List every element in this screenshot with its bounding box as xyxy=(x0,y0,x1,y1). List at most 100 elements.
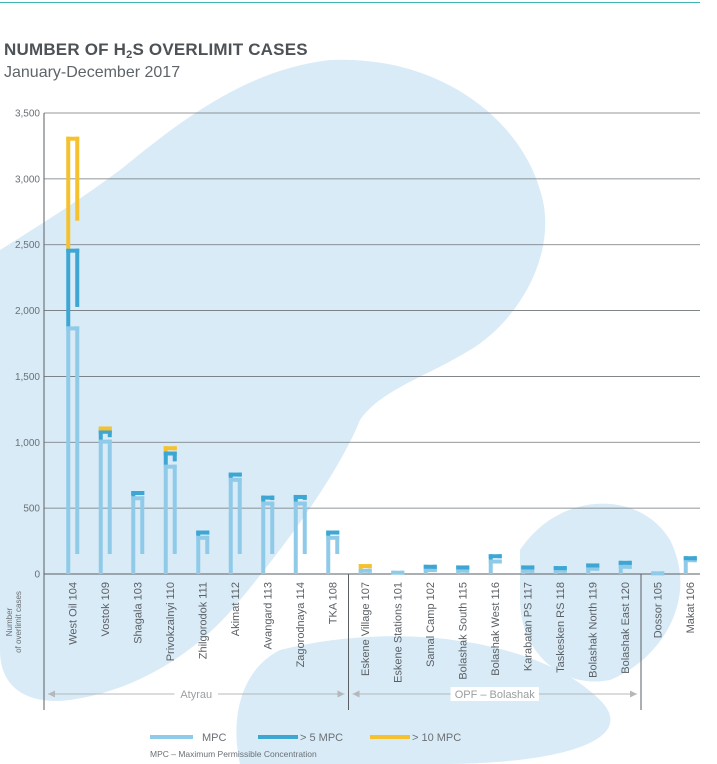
bar-cap xyxy=(586,563,600,568)
gridlines xyxy=(44,112,700,575)
group-bracket: OPF – Bolashak xyxy=(352,687,637,701)
bar-right xyxy=(205,535,210,554)
bar-cap xyxy=(163,451,177,456)
bar-right xyxy=(595,563,600,568)
bar-right xyxy=(692,556,697,561)
bar-cap xyxy=(131,496,145,501)
category-label: Bolashak South 115 xyxy=(457,582,469,680)
bar-right xyxy=(335,535,340,554)
bar-right xyxy=(237,477,242,554)
bar-right xyxy=(75,326,80,554)
bar-left xyxy=(131,496,136,574)
category-label: Karabatan PS 117 xyxy=(522,582,534,671)
bar-left xyxy=(488,559,493,574)
group-label: Atyrau xyxy=(180,689,212,701)
bar-segment xyxy=(618,564,632,574)
bar-left xyxy=(293,501,298,574)
y-tick-labels: 0 500 1,000 1,500 2,000 2,500 3,000 3,500 xyxy=(15,109,40,581)
bar-cap xyxy=(553,566,567,571)
title-main: NUMBER OF H xyxy=(4,40,127,59)
axis-frame xyxy=(43,113,642,710)
bar-left xyxy=(683,558,688,574)
footnote: MPC – Maximum Permissible Concentration xyxy=(150,749,317,759)
bar-cap xyxy=(261,495,275,500)
category-label: Samal Camp 102 xyxy=(425,582,437,667)
bar-right xyxy=(107,439,112,554)
bar-right xyxy=(335,530,340,535)
bar-right xyxy=(205,530,210,535)
bar-cap xyxy=(66,248,80,253)
bar-right xyxy=(172,446,177,451)
bar-right xyxy=(400,570,405,575)
bar-right xyxy=(562,568,567,573)
bar-cap xyxy=(196,535,210,540)
bar-cap xyxy=(423,568,437,573)
category-label: Privokzalnyi 110 xyxy=(165,582,177,661)
bar-right xyxy=(172,464,177,554)
bar-cap xyxy=(326,530,340,535)
y-tick-label: 3,000 xyxy=(15,174,40,185)
category-label: Eskene Stations 101 xyxy=(392,582,404,683)
bar-left xyxy=(163,464,168,574)
bar-segment xyxy=(98,429,112,440)
bar-right xyxy=(530,565,535,570)
y-tick-label: 3,500 xyxy=(15,109,40,120)
group-arrow-left xyxy=(352,690,360,698)
bar-cap xyxy=(618,560,632,565)
bar-cap xyxy=(66,136,80,141)
bar-segment xyxy=(326,535,340,574)
group-label-bg xyxy=(174,687,219,701)
bar-left xyxy=(228,477,233,574)
bar-segment xyxy=(456,565,470,570)
bar-right xyxy=(432,564,437,569)
bar-segment xyxy=(196,535,210,574)
bar-left xyxy=(196,535,201,574)
bar-right xyxy=(530,568,535,573)
title-end: S OVERLIMIT CASES xyxy=(132,40,308,59)
y-axis-label-line1: Number xyxy=(5,607,14,636)
bar-left xyxy=(66,248,71,327)
category-label: Vostok 109 xyxy=(100,582,112,636)
bar-cap xyxy=(66,326,80,331)
bar-segment xyxy=(618,560,632,565)
category-label: Taskesken RS 118 xyxy=(555,582,567,673)
bar-right xyxy=(497,554,502,559)
bar-right xyxy=(140,491,145,496)
y-tick-label: 1,000 xyxy=(15,438,40,449)
bar-right xyxy=(140,496,145,554)
bar-right xyxy=(627,560,632,565)
bar-right xyxy=(75,248,80,307)
bar-cap xyxy=(228,472,242,477)
chart-subtitle: January-December 2017 xyxy=(4,64,181,81)
y-tick-label: 2,000 xyxy=(15,306,40,317)
bar-cap xyxy=(326,535,340,540)
bars xyxy=(66,136,697,576)
bar-segment xyxy=(521,565,535,570)
bar-segment xyxy=(66,136,80,249)
bar-right xyxy=(270,501,275,554)
bar-segment xyxy=(98,439,112,574)
bar-segment xyxy=(196,530,210,536)
y-tick-label: 0 xyxy=(34,570,40,581)
bar-segment xyxy=(553,568,567,574)
bar-segment xyxy=(163,446,177,452)
bar-segment xyxy=(488,554,502,560)
bar-segment xyxy=(293,501,307,574)
category-label: Eskene Village 107 xyxy=(360,582,372,676)
bar-cap xyxy=(651,571,665,576)
bar-cap xyxy=(228,477,242,482)
bar-cap xyxy=(358,564,372,569)
bar-segment xyxy=(683,556,697,561)
bar-cap xyxy=(553,568,567,573)
legend: MPC > 5 MPC > 10 MPC xyxy=(150,732,461,744)
bar-left xyxy=(98,439,103,574)
bar-segment xyxy=(358,564,372,569)
bar-segment xyxy=(293,494,307,502)
y-tick-label: 2,500 xyxy=(15,240,40,251)
bar-segment xyxy=(456,568,470,574)
bar-left xyxy=(163,451,168,465)
bar-segment xyxy=(358,568,372,574)
bar-right xyxy=(497,559,502,564)
bar-right xyxy=(465,565,470,570)
bar-cap xyxy=(456,565,470,570)
